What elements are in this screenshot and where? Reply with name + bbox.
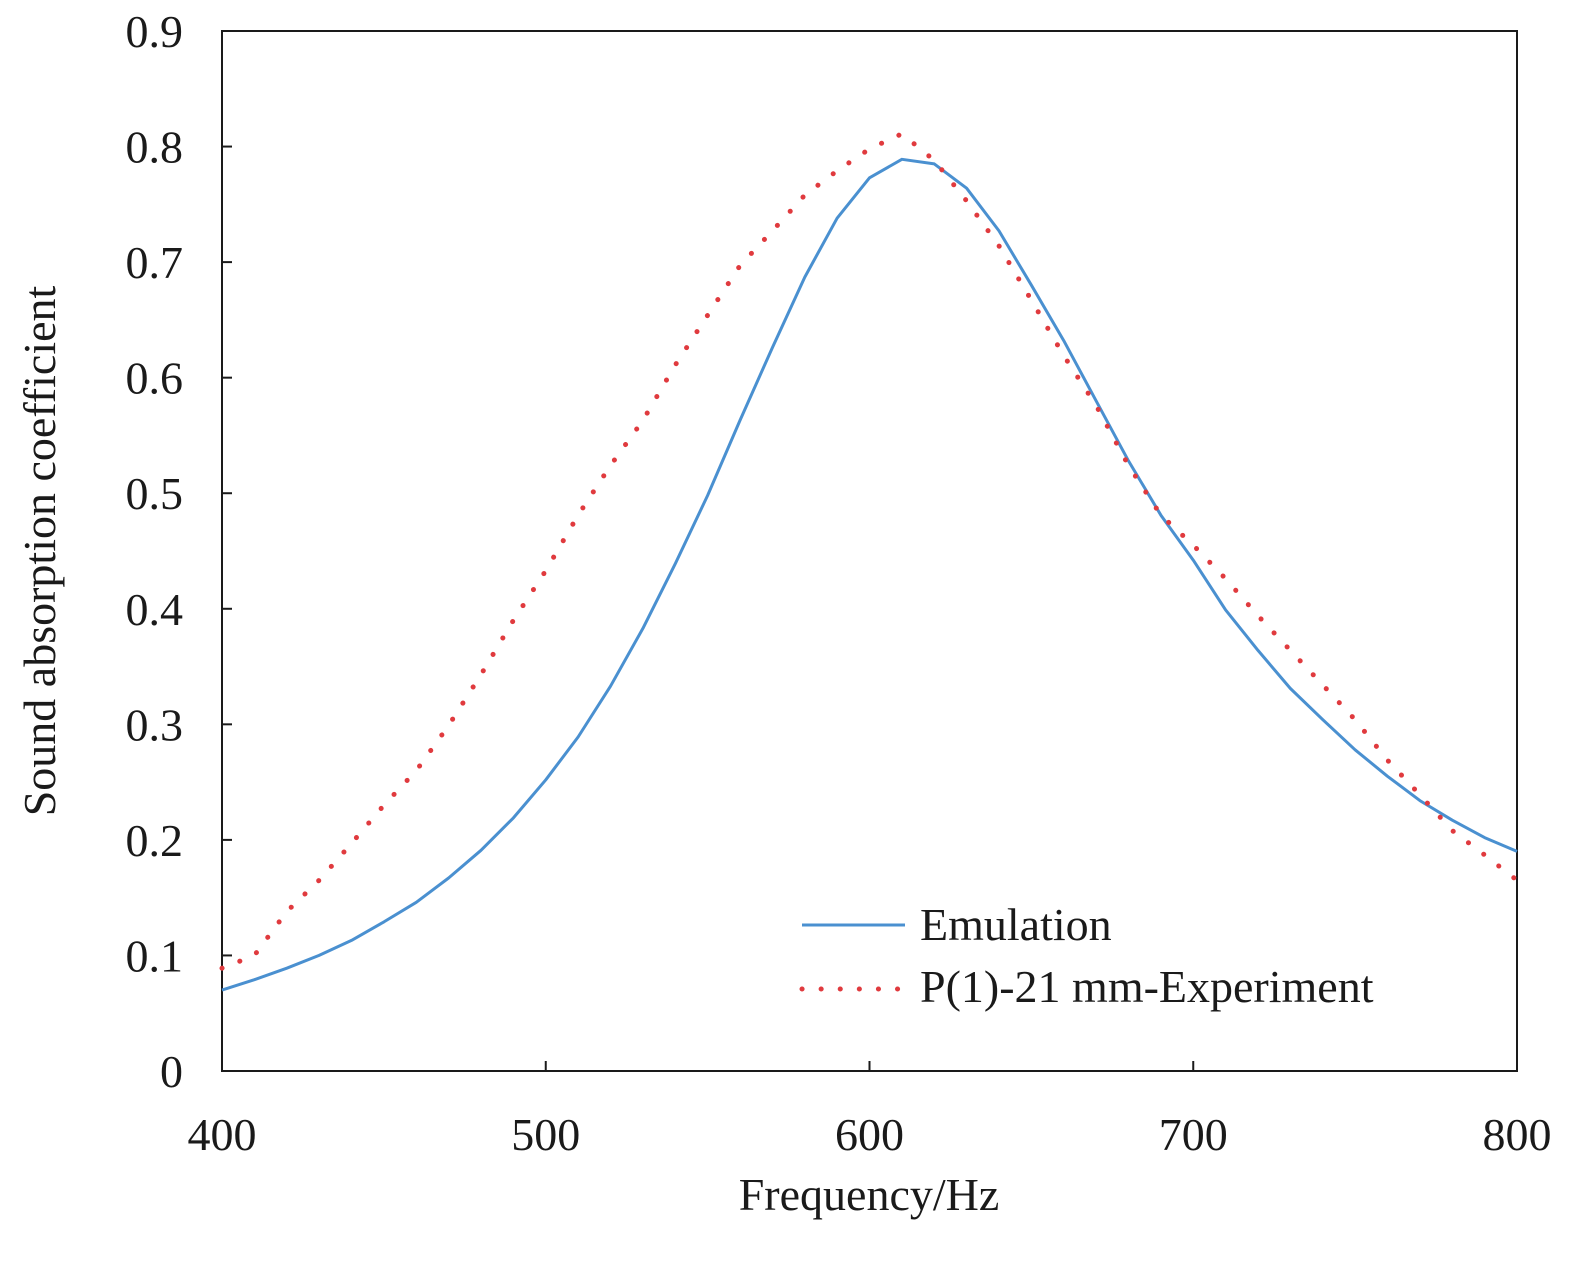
series-group [219,130,1520,992]
y-tick-label: 0.2 [126,815,184,866]
x-tick-label: 400 [188,1109,257,1160]
legend-label-experiment: P(1)-21 mm-Experiment [920,961,1374,1012]
x-axis: 400 500 600 700 800 [188,1061,1552,1160]
legend: Emulation P(1)-21 mm-Experiment [799,899,1374,1012]
y-tick-label: 0.1 [126,930,184,981]
y-tick-label: 0.4 [126,584,184,635]
y-tick-label: 0.3 [126,699,184,750]
x-tick-label: 800 [1483,1109,1552,1160]
y-tick-label: 0.9 [126,6,184,57]
x-tick-label: 700 [1159,1109,1228,1160]
y-tick-label: 0.7 [126,237,184,288]
y-tick-label: 0.5 [126,468,184,519]
x-tick-label: 500 [511,1109,580,1160]
y-axis-label: Sound absorption coefficient [14,285,65,816]
series-line-emulation [221,157,1518,992]
legend-label-emulation: Emulation [920,899,1112,950]
series-line-experiment [219,130,1520,971]
y-axis: 0 0.1 0.2 0.3 0.4 0.5 0.6 0.7 0.8 0.9 [126,6,232,1097]
y-tick-label: 0.8 [126,122,184,173]
y-tick-label: 0 [160,1046,183,1097]
plot-frame [221,30,1518,1072]
x-axis-label: Frequency/Hz [739,1169,1000,1220]
x-tick-label: 600 [835,1109,904,1160]
y-tick-label: 0.6 [126,353,184,404]
